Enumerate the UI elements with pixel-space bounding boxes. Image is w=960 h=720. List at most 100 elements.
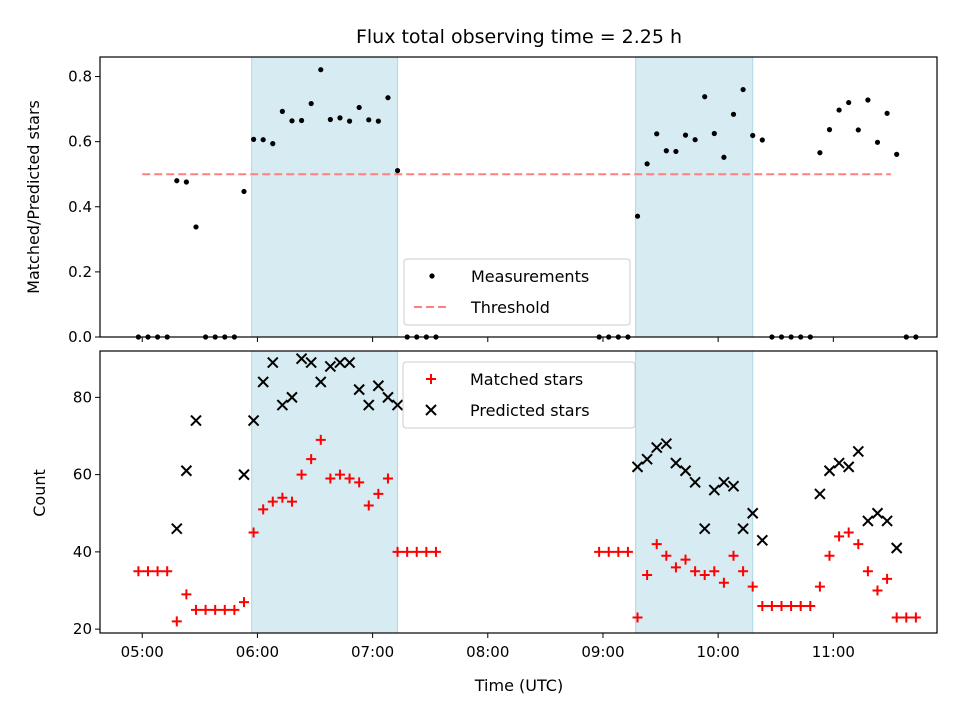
data-point: [344, 473, 355, 484]
data-point: [654, 131, 660, 137]
data-point: [238, 468, 250, 481]
data-point: [651, 539, 662, 550]
data-point: [402, 546, 413, 557]
data-point: [363, 399, 375, 411]
observing-window-0: [251, 350, 399, 634]
data-point: [373, 488, 384, 499]
data-point: [394, 168, 401, 174]
data-point: [711, 130, 717, 137]
legend-marker: [425, 404, 437, 416]
data-point: [670, 457, 682, 469]
data-point: [306, 454, 317, 465]
x-tick-label: 11:00: [812, 643, 855, 661]
y-tick-label: 0.0: [68, 328, 92, 346]
data-point: [385, 95, 391, 101]
data-point: [356, 104, 362, 111]
data-point: [776, 600, 787, 611]
data-point: [846, 99, 852, 106]
data-point: [375, 118, 381, 124]
data-point: [318, 67, 324, 73]
data-point: [247, 414, 260, 427]
data-point: [670, 562, 681, 573]
data-point: [786, 600, 797, 611]
y-tick-label: 0.8: [68, 68, 92, 86]
x-tick-label: 05:00: [121, 643, 164, 661]
data-point: [699, 522, 711, 535]
data-point: [152, 566, 163, 577]
data-point: [238, 597, 249, 608]
data-point: [250, 136, 257, 142]
data-point: [430, 546, 441, 557]
data-point: [411, 546, 422, 557]
data-point: [862, 515, 874, 527]
data-point: [260, 137, 266, 143]
data-point: [171, 616, 182, 627]
x-tick-label: 10:00: [697, 643, 740, 661]
x-tick-label: 09:00: [581, 643, 624, 661]
data-point: [834, 531, 845, 542]
observing-window-1: [635, 350, 754, 634]
data-point: [354, 477, 365, 488]
data-point: [346, 118, 353, 124]
data-point: [746, 507, 759, 519]
data-point: [305, 356, 317, 369]
plot-frame: [99, 56, 938, 338]
data-point: [142, 566, 153, 577]
data-point: [651, 441, 663, 454]
data-point: [171, 522, 183, 535]
data-point: [852, 445, 864, 458]
x-tick-label: 08:00: [466, 643, 509, 661]
plot-frame: [99, 350, 938, 634]
x-tick-label: 06:00: [236, 643, 279, 661]
top-y-axis-label: Matched/Predicted stars: [24, 100, 43, 294]
data-point: [730, 111, 737, 117]
data-point: [603, 546, 614, 557]
data-point: [826, 127, 833, 133]
data-point: [855, 127, 861, 133]
data-point: [298, 117, 305, 124]
data-point: [689, 476, 701, 489]
data-point: [190, 604, 201, 615]
data-point: [728, 550, 739, 561]
data-point: [890, 542, 903, 554]
data-point: [862, 566, 873, 577]
data-point: [814, 488, 826, 500]
data-point: [884, 110, 890, 116]
data-point: [631, 461, 644, 473]
data-point: [594, 546, 605, 557]
data-point: [891, 612, 902, 623]
y-tick-label: 40: [73, 543, 92, 561]
data-point: [334, 469, 345, 480]
data-point: [325, 473, 336, 484]
data-point: [193, 224, 199, 230]
y-tick-label: 60: [73, 466, 92, 484]
data-point: [183, 179, 189, 185]
data-point: [805, 600, 816, 611]
y-tick-label: 80: [73, 388, 92, 406]
data-point: [286, 391, 298, 404]
data-point: [353, 383, 365, 396]
series-predicted-stars: [171, 353, 903, 554]
data-point: [871, 507, 884, 519]
data-point: [718, 577, 729, 588]
data-point: [241, 188, 247, 195]
x-axis-label: Time (UTC): [474, 676, 563, 695]
data-point: [872, 585, 883, 596]
data-point: [737, 522, 749, 535]
data-point: [865, 97, 871, 103]
data-point: [267, 496, 278, 507]
data-point: [690, 566, 701, 577]
data-point: [817, 150, 823, 156]
data-point: [277, 492, 288, 503]
data-point: [679, 465, 692, 477]
data-point: [673, 148, 679, 155]
y-tick-label: 0.4: [68, 198, 92, 216]
data-point: [814, 581, 825, 592]
bottom-y-axis-label: Count: [30, 469, 49, 517]
data-point: [894, 151, 900, 157]
data-point: [392, 546, 403, 557]
data-point: [682, 132, 689, 138]
data-point: [718, 476, 730, 489]
data-point: [661, 550, 672, 561]
data-point: [824, 550, 835, 561]
